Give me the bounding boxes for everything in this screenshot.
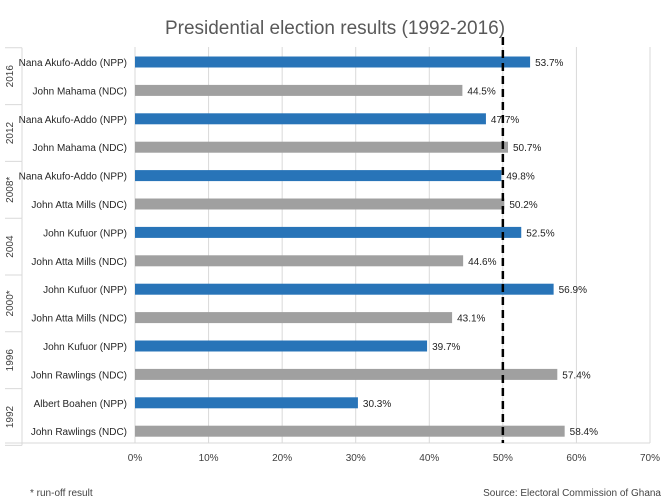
- year-label-1992: 1992: [5, 405, 16, 428]
- bar-2016-NPP: [135, 56, 531, 68]
- year-label-2012: 2012: [5, 121, 16, 144]
- x-tick-70: 70%: [640, 453, 660, 464]
- x-tick-40: 40%: [419, 453, 439, 464]
- x-tick-0: 0%: [128, 453, 143, 464]
- data-labels: 53.7% 44.5% 47.7% 50.7% 49.8% 50.2% 52.5% 44.6%…: [363, 58, 598, 438]
- candidate-label: John Kufuor (NPP): [43, 285, 127, 296]
- candidate-label: John Mahama (NDC): [33, 86, 127, 97]
- value-label: 44.6%: [468, 257, 496, 268]
- bar-2000*-NDC: [135, 312, 453, 324]
- value-label: 57.4%: [562, 370, 590, 381]
- bar-2008*-NPP: [135, 170, 502, 182]
- candidate-label: John Atta Mills (NDC): [31, 200, 127, 211]
- candidate-label: John Kufuor (NPP): [43, 342, 127, 353]
- value-label: 49.8%: [506, 172, 534, 183]
- source-note: Source: Electoral Commission of Ghana: [483, 488, 661, 499]
- value-label: 30.3%: [363, 399, 391, 410]
- bar-1996-NDC: [135, 368, 558, 380]
- candidate-label: John Rawlings (NDC): [31, 427, 127, 438]
- value-label: 56.9%: [559, 285, 587, 296]
- year-label-2000*: 2000*: [5, 290, 16, 316]
- candidate-label: John Rawlings (NDC): [31, 370, 127, 381]
- x-tick-50: 50%: [493, 453, 513, 464]
- candidate-label: Nana Akufo-Addo (NPP): [19, 115, 127, 126]
- value-label: 44.5%: [467, 86, 495, 97]
- year-label-2008*: 2008*: [5, 177, 16, 203]
- candidate-label: John Kufuor (NPP): [43, 228, 127, 239]
- value-label: 53.7%: [535, 58, 563, 69]
- bar-1992-NDC: [135, 425, 565, 437]
- runoff-footnote: * run-off result: [30, 488, 93, 499]
- bar-2004-NPP: [135, 226, 522, 238]
- value-label: 50.7%: [513, 143, 541, 154]
- year-label-1996: 1996: [5, 349, 16, 372]
- gridlines: [5, 47, 651, 446]
- bar-2012-NDC: [135, 141, 509, 153]
- value-label: 43.1%: [457, 314, 485, 325]
- x-tick-20: 20%: [272, 453, 292, 464]
- candidate-label: Nana Akufo-Addo (NPP): [19, 172, 127, 183]
- x-axis-ticks: 0% 10% 20% 30% 40% 50% 60% 70%: [128, 453, 660, 464]
- value-label: 39.7%: [432, 342, 460, 353]
- bar-2012-NPP: [135, 113, 486, 125]
- bar-2004-NDC: [135, 255, 464, 267]
- bar-1996-NPP: [135, 340, 428, 352]
- candidate-label: Albert Boahen (NPP): [34, 399, 127, 410]
- candidate-label: John Atta Mills (NDC): [31, 257, 127, 268]
- candidate-label: John Atta Mills (NDC): [31, 314, 127, 325]
- bar-2000*-NPP: [135, 283, 554, 295]
- x-tick-30: 30%: [346, 453, 366, 464]
- value-label: 58.4%: [570, 427, 598, 438]
- chart-title: Presidential election results (1992-2016…: [165, 18, 505, 39]
- year-label-2016: 2016: [5, 65, 16, 88]
- x-tick-60: 60%: [566, 453, 586, 464]
- bar-2016-NDC: [135, 84, 463, 96]
- value-label: 47.7%: [491, 115, 519, 126]
- value-label: 50.2%: [509, 200, 537, 211]
- bar-2008*-NDC: [135, 198, 505, 210]
- year-label-2004: 2004: [5, 235, 16, 258]
- candidate-label: Nana Akufo-Addo (NPP): [19, 58, 127, 69]
- bar-1992-NPP: [135, 397, 358, 409]
- bars: [135, 56, 565, 437]
- value-label: 52.5%: [526, 228, 554, 239]
- x-tick-10: 10%: [199, 453, 219, 464]
- candidate-label: John Mahama (NDC): [33, 143, 127, 154]
